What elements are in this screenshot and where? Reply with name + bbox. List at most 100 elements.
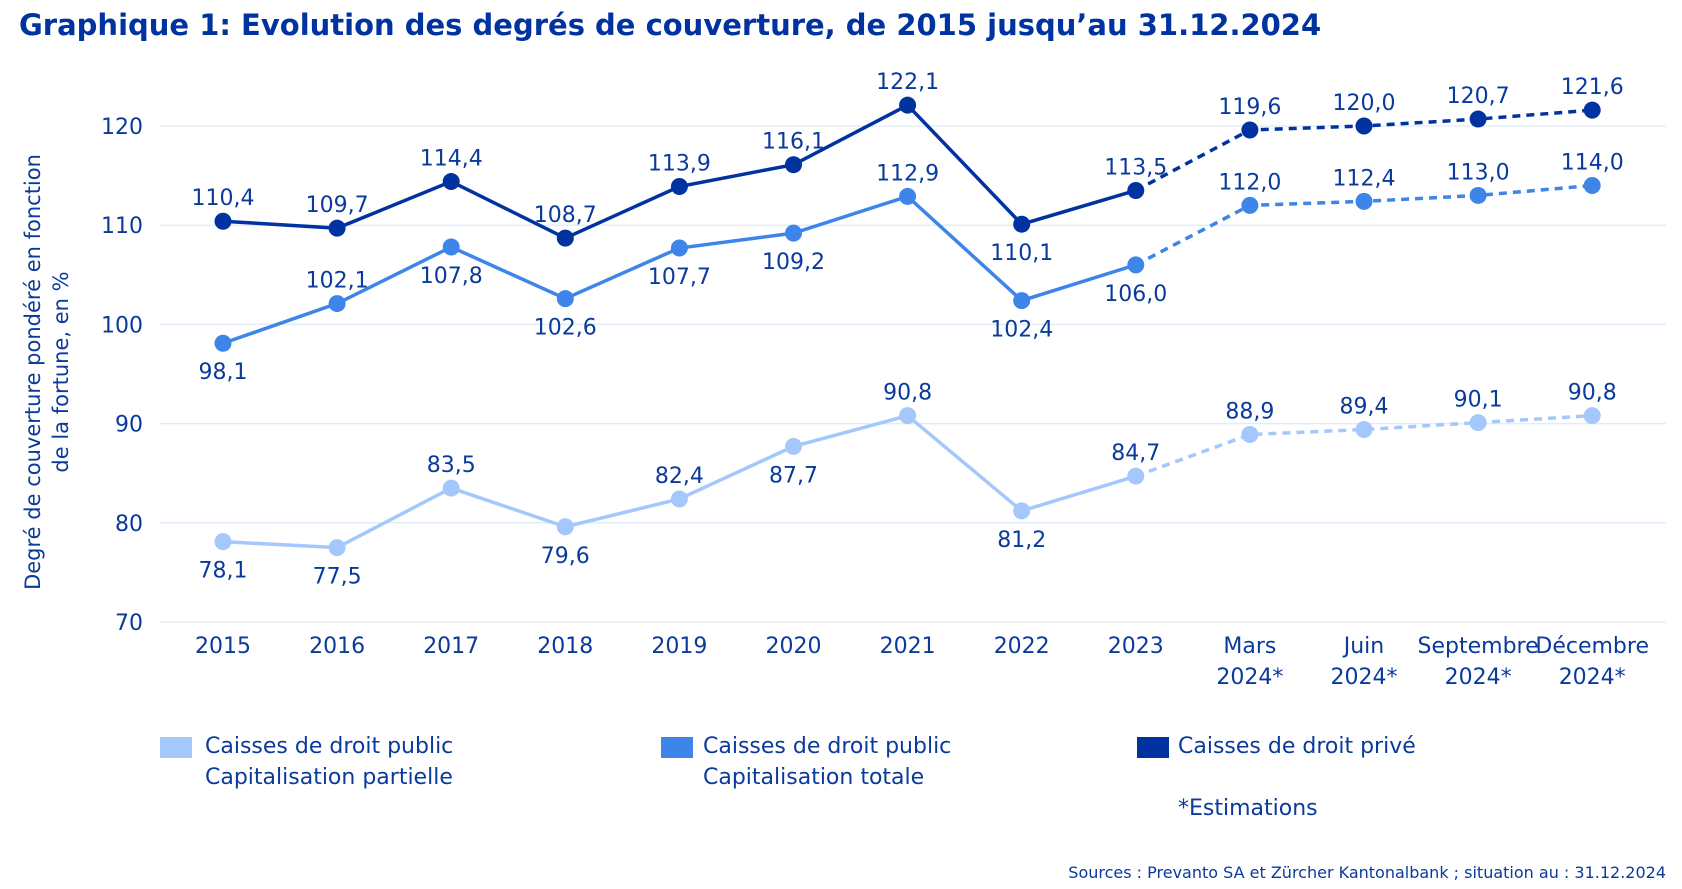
data-label: 79,6 xyxy=(541,544,590,569)
data-point xyxy=(214,334,232,352)
y-tick-label: 90 xyxy=(115,413,143,438)
data-label: 116,1 xyxy=(762,130,825,155)
data-point xyxy=(442,173,460,191)
x-tick-label: Mars xyxy=(1223,634,1276,659)
x-tick-label: 2021 xyxy=(880,634,936,659)
legend-line: Caisses de droit public xyxy=(703,734,952,759)
data-point xyxy=(1127,181,1145,199)
data-point xyxy=(670,178,688,196)
data-label: 122,1 xyxy=(876,70,939,95)
y-tick-label: 120 xyxy=(101,115,143,140)
legend-swatch-partielle xyxy=(160,737,192,758)
data-label: 78,1 xyxy=(199,559,248,584)
data-label: 112,0 xyxy=(1218,170,1281,195)
x-tick-label: 2024* xyxy=(1559,665,1626,690)
data-point xyxy=(785,224,802,242)
data-point xyxy=(1469,110,1487,128)
data-point xyxy=(328,219,346,237)
data-label: 110,4 xyxy=(192,186,255,211)
data-point xyxy=(1013,502,1031,520)
x-tick-label: 2020 xyxy=(766,634,822,659)
data-point xyxy=(785,437,802,455)
data-label: 112,4 xyxy=(1333,166,1396,191)
data-point xyxy=(1241,426,1259,444)
data-point xyxy=(1127,467,1145,485)
data-point xyxy=(1583,407,1601,425)
data-point xyxy=(556,518,574,536)
data-point xyxy=(328,295,346,313)
legend-label-prive: Caisses de droit privé xyxy=(1178,731,1416,762)
data-point xyxy=(442,238,460,256)
y-tick-label: 100 xyxy=(101,313,143,338)
data-point xyxy=(1241,121,1259,139)
data-label: 113,0 xyxy=(1447,160,1510,185)
data-point xyxy=(556,290,574,308)
data-point xyxy=(1355,117,1373,135)
legend-label-totale: Caisses de droit public Capitalisation t… xyxy=(703,731,951,793)
legend-swatch-prive xyxy=(1137,737,1169,758)
x-tick-label: 2015 xyxy=(195,634,251,659)
data-point xyxy=(785,156,802,174)
x-tick-label: 2017 xyxy=(423,634,479,659)
legend-line: Capitalisation partielle xyxy=(205,765,453,790)
data-label: 109,7 xyxy=(306,193,369,218)
legend-label-partielle: Caisses de droit public Capitalisation p… xyxy=(205,731,453,793)
x-tick-label: 2024* xyxy=(1331,665,1398,690)
legend-line: Capitalisation totale xyxy=(703,765,925,790)
x-tick-label: 2016 xyxy=(309,634,365,659)
data-label: 84,7 xyxy=(1111,441,1160,466)
x-tick-label: 2023 xyxy=(1108,634,1164,659)
y-axis-label: Degré de couverture pondéré en fonction d… xyxy=(21,154,73,590)
data-point xyxy=(670,490,688,508)
data-point xyxy=(899,187,917,205)
data-point xyxy=(1355,192,1373,210)
x-tick-label: Septembre xyxy=(1418,634,1539,659)
data-point xyxy=(1355,421,1373,439)
x-tick-label: 2019 xyxy=(651,634,707,659)
x-tick-label: 2024* xyxy=(1216,665,1283,690)
x-tick-label: 2024* xyxy=(1445,665,1512,690)
data-label: 89,4 xyxy=(1340,395,1389,420)
data-point xyxy=(899,407,917,425)
data-label: 90,8 xyxy=(1568,381,1617,406)
data-point xyxy=(1583,177,1601,195)
data-label: 87,7 xyxy=(769,463,818,488)
data-label: 106,0 xyxy=(1104,282,1167,307)
x-tick-label: 2022 xyxy=(994,634,1050,659)
data-label: 113,9 xyxy=(648,152,711,177)
data-label: 83,5 xyxy=(427,453,476,478)
data-label: 88,9 xyxy=(1225,400,1274,425)
y-axis-label-line: Degré de couverture pondéré en fonction xyxy=(21,154,45,590)
data-point xyxy=(1583,101,1601,119)
data-label: 90,1 xyxy=(1454,388,1503,413)
data-label: 120,0 xyxy=(1333,91,1396,116)
data-label: 77,5 xyxy=(313,565,362,590)
data-point xyxy=(1469,186,1487,204)
legend-swatch-totale xyxy=(661,737,693,758)
data-label: 107,7 xyxy=(648,265,711,290)
data-label: 102,1 xyxy=(306,269,369,294)
sources-note: Sources : Prevanto SA et Zürcher Kantona… xyxy=(1068,863,1666,882)
data-point xyxy=(1013,215,1031,233)
data-label: 112,9 xyxy=(876,161,939,186)
data-point xyxy=(1241,196,1259,214)
data-point xyxy=(556,229,574,247)
data-point xyxy=(214,533,232,551)
y-tick-label: 110 xyxy=(101,214,143,239)
x-tick-label: Juin xyxy=(1342,634,1385,659)
y-axis-label-line: de la fortune, en % xyxy=(49,271,73,472)
data-point xyxy=(442,479,460,497)
data-point xyxy=(214,212,232,230)
legend-line: Caisses de droit public xyxy=(205,734,454,759)
data-label: 81,2 xyxy=(997,528,1046,553)
data-label: 121,6 xyxy=(1561,75,1624,100)
data-point xyxy=(1013,292,1031,310)
chart-title: Graphique 1: Evolution des degrés de cou… xyxy=(19,8,1322,42)
data-label: 113,5 xyxy=(1104,155,1167,180)
data-label: 102,6 xyxy=(534,316,597,341)
data-label: 107,8 xyxy=(420,264,483,289)
data-label: 98,1 xyxy=(199,360,248,385)
data-point xyxy=(328,539,346,557)
data-label: 108,7 xyxy=(534,203,597,228)
